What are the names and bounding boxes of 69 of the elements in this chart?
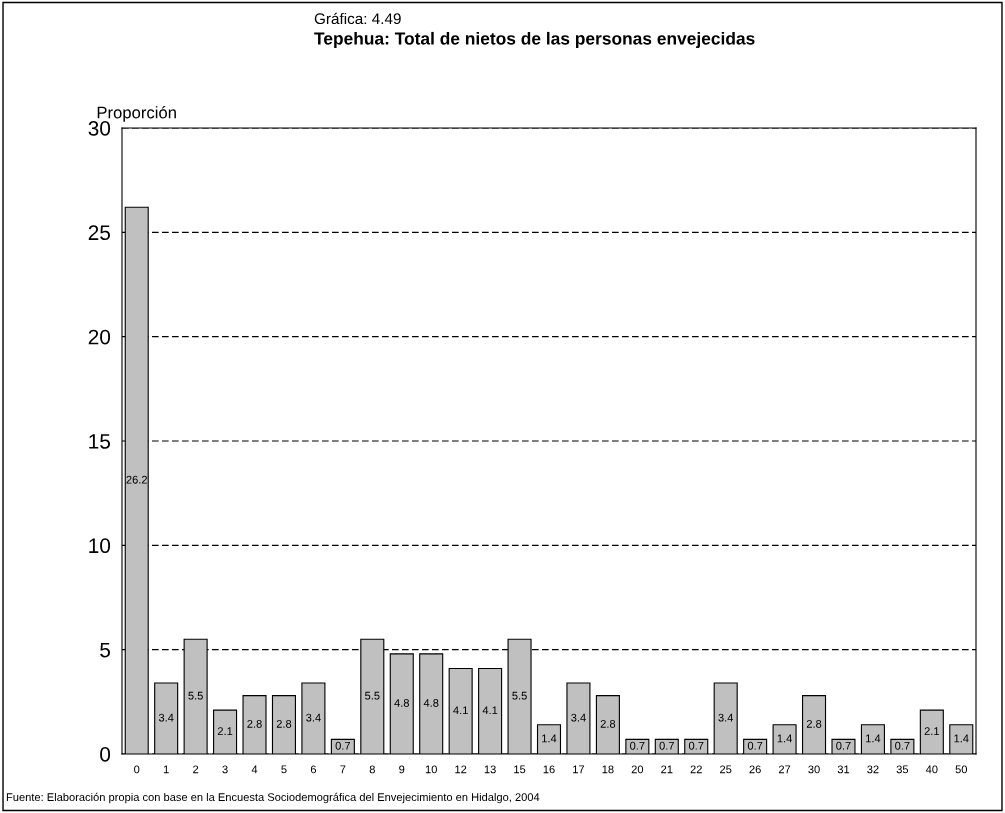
x-tick-label: 15 xyxy=(514,765,526,774)
x-tick-label: 5 xyxy=(281,765,287,774)
data-label: 1.4 xyxy=(542,734,557,743)
chart-title: Tepehua: Total de nietos de las personas envejecidas xyxy=(314,31,755,49)
x-tick-label: 10 xyxy=(425,765,437,774)
y-axis-title: Proporción xyxy=(97,106,176,122)
data-label: 1.4 xyxy=(866,734,881,743)
data-label: 2.1 xyxy=(217,727,233,735)
data-label: 5.5 xyxy=(188,691,203,700)
x-tick-label: 40 xyxy=(925,765,938,774)
source-note: Fuente: Elaboración propia con base en la Encuesta Sociodemográfica del Envejecimiento en Hidalgo, 2004 xyxy=(6,792,540,804)
x-tick-label: 26 xyxy=(749,765,761,774)
data-label: 3.4 xyxy=(306,713,321,722)
x-tick-label: 0 xyxy=(134,765,140,774)
data-label: 4.1 xyxy=(482,706,498,715)
data-label: 2.8 xyxy=(600,719,616,728)
data-label: 2.1 xyxy=(924,727,940,735)
x-tick-label: 2 xyxy=(193,765,199,774)
data-label: 4.8 xyxy=(423,699,439,707)
x-tick-label: 30 xyxy=(808,765,820,774)
x-tick-label: 8 xyxy=(369,765,375,774)
x-tick-label: 50 xyxy=(955,765,968,774)
data-label: 0.7 xyxy=(659,741,674,750)
x-tick-label: 20 xyxy=(631,765,644,774)
data-label: 0.7 xyxy=(630,741,645,750)
data-label: 4.8 xyxy=(394,699,409,707)
y-tick-label: 15 xyxy=(89,434,111,449)
x-tick-label: 9 xyxy=(399,765,405,774)
data-label: 5.5 xyxy=(365,691,380,700)
data-label: 0.7 xyxy=(688,741,704,750)
x-tick-label: 12 xyxy=(455,765,467,774)
x-tick-label: 35 xyxy=(896,765,909,774)
data-label: 5.5 xyxy=(512,691,527,700)
data-label: 2.8 xyxy=(276,719,292,728)
x-tick-label: 22 xyxy=(690,765,702,774)
y-tick-label: 30 xyxy=(88,121,111,136)
data-label: 3.4 xyxy=(158,713,174,722)
x-tick-label: 3 xyxy=(222,765,228,774)
x-tick-label: 32 xyxy=(867,765,879,774)
x-tick-label: 25 xyxy=(720,765,732,774)
x-tick-label: 1 xyxy=(163,765,169,774)
x-tick-label: 13 xyxy=(484,765,496,774)
data-label: 0.7 xyxy=(747,741,763,750)
x-tick-label: 17 xyxy=(573,765,585,774)
data-label: 4.1 xyxy=(453,706,468,715)
x-tick-label: 21 xyxy=(661,765,673,774)
data-label: 1.4 xyxy=(777,734,792,743)
x-tick-label: 16 xyxy=(543,765,555,774)
x-tick-label: 31 xyxy=(837,765,850,774)
x-tick-label: 7 xyxy=(340,765,346,774)
data-label: 3.4 xyxy=(718,713,734,722)
y-tick-label: 25 xyxy=(88,225,111,241)
data-label: 2.8 xyxy=(806,719,822,728)
x-tick-label: 4 xyxy=(251,765,258,774)
y-tick-label: 5 xyxy=(100,642,111,658)
x-tick-label: 18 xyxy=(602,765,614,774)
y-tick-label: 10 xyxy=(89,538,111,554)
x-tick-label: 27 xyxy=(778,765,791,774)
data-label: 26.2 xyxy=(126,475,147,484)
data-label: 1.4 xyxy=(954,734,969,743)
y-tick-label: 20 xyxy=(88,329,111,345)
data-label: 0.7 xyxy=(335,741,351,750)
y-tick-label: 0 xyxy=(100,747,111,762)
data-label: 2.8 xyxy=(247,719,262,728)
data-label: 3.4 xyxy=(571,713,586,722)
chart-subtitle: Gráfica: 4.49 xyxy=(314,12,401,25)
data-label: 0.7 xyxy=(836,741,851,750)
data-label: 0.7 xyxy=(895,741,910,750)
x-tick-label: 6 xyxy=(310,765,317,774)
